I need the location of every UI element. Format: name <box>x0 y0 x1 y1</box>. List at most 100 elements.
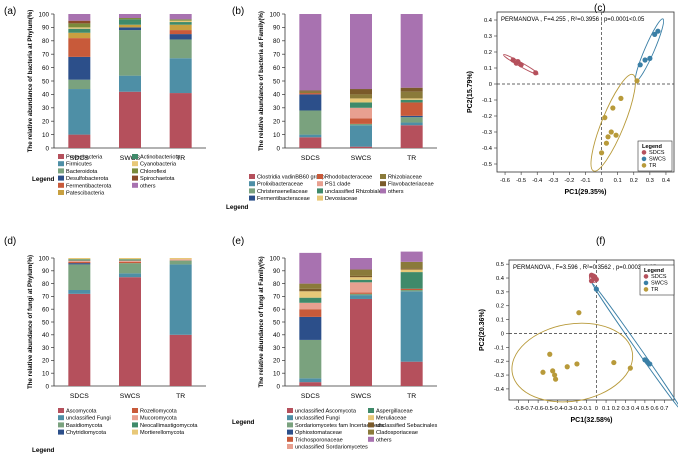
data-point <box>603 140 610 146</box>
legend-title: Legend <box>226 204 249 211</box>
x-axis-label: PC1(32.58%) <box>570 417 612 424</box>
legend-swatch <box>132 154 138 159</box>
y-tick-label: 40 <box>42 92 50 99</box>
bar-segment <box>119 14 141 19</box>
bar-segment <box>299 14 322 91</box>
x-tick-label: 0.2 <box>612 406 620 412</box>
legend-swatch <box>58 161 64 167</box>
legend-label: Aspergillaceae <box>376 409 413 415</box>
y-tick-label: 0 <box>45 145 49 152</box>
y-tick-label: -0.2 <box>482 114 492 120</box>
y-tick-label: 100 <box>38 255 49 262</box>
bar-segment <box>68 264 91 290</box>
legend-title: Legend <box>644 268 664 274</box>
data-point <box>552 376 559 382</box>
legend-swatch <box>287 415 293 421</box>
bar-segment <box>299 91 322 94</box>
bar-segment <box>400 251 423 262</box>
bar-segment <box>169 24 192 31</box>
y-tick-label: 90 <box>273 268 281 275</box>
y-tick-label: 0.2 <box>496 304 504 310</box>
legend-swatch <box>368 429 374 435</box>
legend-label: Meruliaceae <box>376 416 406 422</box>
x-tick-label: SWCS <box>351 155 372 162</box>
data-point <box>655 28 661 34</box>
data-point <box>547 351 553 357</box>
y-axis-label: The relative abundance of bacteria at Ph… <box>27 10 34 153</box>
bar-segment <box>169 14 192 20</box>
group-ellipse <box>590 73 636 172</box>
y-tick-label: 70 <box>42 52 50 59</box>
legend-label: Firmicutes <box>66 162 92 168</box>
data-point <box>634 78 640 84</box>
stack-panel-2: (d) 0 10 20 30 40 50 60 70 80 90 100 The relative ab… <box>4 236 206 454</box>
bar-segment <box>119 260 141 262</box>
bar-segment <box>119 30 141 76</box>
data-point <box>598 150 605 156</box>
bar-segment <box>299 283 322 289</box>
data-point <box>574 361 580 367</box>
bar-segment <box>68 14 91 21</box>
panel-tag: (d) <box>4 236 16 247</box>
y-axis-label: PC2(15.79%) <box>467 71 474 113</box>
x-tick-label: 0 <box>600 178 603 184</box>
y-tick-label: 50 <box>273 319 281 326</box>
bar-segment <box>350 258 372 270</box>
y-tick-label: 100 <box>269 255 280 262</box>
bar-segment <box>299 288 322 292</box>
bar-segment <box>68 56 91 80</box>
bar-segment <box>350 282 372 293</box>
y-tick-label: 100 <box>269 11 280 18</box>
legend-label: Desulfobacterota <box>66 176 109 182</box>
x-tick-label: 0.6 <box>651 406 659 412</box>
bar-segment <box>169 258 192 260</box>
x-tick-label: SDCS <box>301 393 320 400</box>
bar-segment <box>299 297 322 303</box>
legend-label: Spirochaetota <box>140 176 175 182</box>
data-point <box>647 55 653 62</box>
bar-segment <box>400 102 423 116</box>
legend-label: Trichosporonaceae <box>295 437 343 443</box>
bar-segment <box>400 91 423 99</box>
legend-label: Basidiomycota <box>66 423 103 429</box>
legend-swatch <box>249 195 255 201</box>
y-tick-label: 10 <box>273 371 281 378</box>
x-tick-label: SDCS <box>70 155 89 162</box>
bar-segment <box>169 39 192 59</box>
plot-frame <box>508 259 675 401</box>
bar-segment <box>169 20 192 23</box>
legend-label: Rozellomycota <box>140 409 178 415</box>
bar-segment <box>400 14 423 88</box>
bar-segment <box>119 273 141 278</box>
legend-swatch <box>58 422 64 428</box>
y-tick-label: 0.4 <box>484 18 493 24</box>
legend-label: Devosiaceae <box>325 196 357 202</box>
panel-tag: (b) <box>232 6 244 17</box>
bar-segment <box>350 293 372 296</box>
y-tick-label: 70 <box>42 294 50 301</box>
bar-segment <box>119 263 141 274</box>
bar-segment <box>400 268 423 270</box>
legend-label: Rhizobiaceae <box>388 175 422 181</box>
x-tick-label: 0.4 <box>631 406 640 412</box>
legend-label: Fermentibacterota <box>66 183 112 189</box>
legend-swatch <box>132 429 138 435</box>
bar-segment <box>400 269 423 273</box>
bar-segment <box>68 32 91 39</box>
data-point <box>564 364 570 370</box>
y-tick-label: 10 <box>273 132 281 139</box>
bar-segment <box>68 38 91 57</box>
x-tick-label: -0.1 <box>581 178 591 184</box>
x-tick-label: 0.3 <box>646 178 654 184</box>
legend-marker <box>641 156 647 162</box>
bar-segment <box>119 91 141 148</box>
legend-label: unclassified Sebacinales <box>376 423 437 429</box>
x-tick-label: -0.1 <box>582 406 592 412</box>
bar-segment <box>400 291 423 362</box>
bar-segment <box>119 19 141 25</box>
group-ellipse <box>635 18 665 82</box>
y-tick-label: 20 <box>273 119 281 126</box>
legend-swatch <box>249 188 255 194</box>
